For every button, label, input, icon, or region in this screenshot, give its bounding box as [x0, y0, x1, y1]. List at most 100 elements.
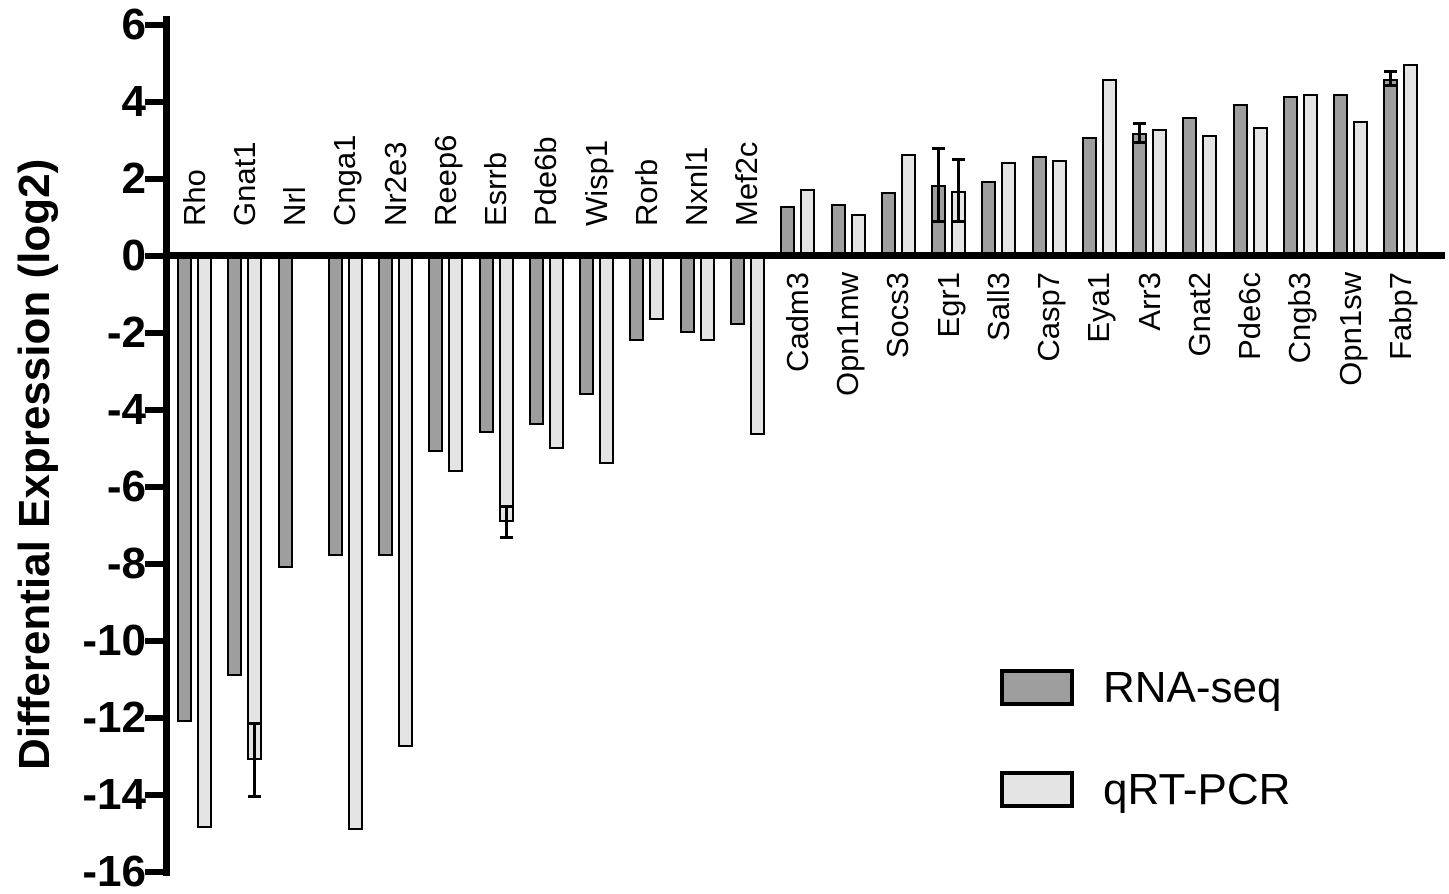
bar-qrtpcr-eya1	[1101, 78, 1117, 256]
error-bar-cap	[499, 504, 513, 508]
bar-rnaseq-mef2c	[729, 256, 745, 326]
y-axis-tick	[145, 484, 164, 490]
y-axis-tick	[145, 638, 164, 644]
bar-qrtpcr-rho	[197, 256, 212, 828]
bar-qrtpcr-cngb3	[1302, 94, 1318, 256]
bar-rnaseq-rho	[177, 256, 192, 722]
y-tick-label: -16	[82, 847, 146, 894]
error-bar-cap	[1384, 70, 1398, 74]
y-tick-label: -4	[106, 385, 146, 434]
bar-qrtpcr-wisp1	[599, 256, 615, 464]
error-bar-esrrb	[504, 506, 508, 538]
legend-label-rna-seq: RNA-seq	[1103, 663, 1282, 712]
y-axis-tick	[145, 869, 164, 875]
error-bar-arr3	[1138, 123, 1142, 143]
gene-label-wisp1: Wisp1	[578, 139, 614, 226]
y-axis-tick	[145, 330, 164, 336]
error-bar-cap	[1384, 84, 1398, 88]
y-axis-tick	[145, 715, 164, 721]
bar-rnaseq-cngb3	[1282, 96, 1298, 256]
y-tick-label: -12	[82, 693, 146, 742]
gene-label-cadm3: Cadm3	[779, 272, 815, 372]
bar-rnaseq-nr2e3	[378, 256, 394, 557]
bar-rnaseq-pde6c	[1232, 103, 1248, 256]
bar-rnaseq-sall3	[981, 180, 997, 256]
y-tick-label: 0	[121, 231, 146, 280]
legend-swatch-rna-seq	[1000, 669, 1074, 706]
y-tick-label: 4	[121, 77, 146, 126]
error-bar-cap	[248, 722, 262, 726]
y-tick-label: 2	[121, 154, 146, 203]
bar-qrtpcr-arr3	[1152, 128, 1168, 256]
gene-label-fabp7: Fabp7	[1382, 272, 1418, 360]
error-bar-cap	[1133, 140, 1147, 144]
bar-rnaseq-eya1	[1081, 136, 1097, 256]
gene-label-gnat2: Gnat2	[1181, 272, 1217, 357]
error-bar-cap	[248, 795, 262, 799]
gene-label-pde6c: Pde6c	[1232, 272, 1268, 360]
error-bar-egr1	[937, 148, 941, 222]
error-bar-fabp7	[1389, 71, 1393, 86]
gene-label-pde6b: Pde6b	[528, 136, 564, 226]
error-bar-cap	[952, 219, 966, 223]
y-axis-title: Differential Expression (log2)	[10, 158, 59, 770]
gene-label-rorb: Rorb	[628, 158, 664, 226]
legend-swatch-qrt-pcr	[1000, 771, 1074, 808]
error-bar-egr1	[957, 159, 961, 222]
bar-qrtpcr-socs3	[900, 153, 916, 256]
bar-qrtpcr-esrrb	[498, 256, 514, 522]
bar-rnaseq-arr3	[1132, 132, 1148, 256]
y-tick-label: -10	[82, 616, 146, 665]
bar-qrtpcr-cnga1	[347, 256, 363, 830]
gene-label-arr3: Arr3	[1131, 272, 1167, 331]
bar-rnaseq-nrl	[277, 256, 293, 568]
gene-label-nr2e3: Nr2e3	[377, 141, 413, 226]
bar-qrtpcr-pde6b	[548, 256, 564, 449]
gene-label-eya1: Eya1	[1081, 272, 1117, 343]
bar-qrtpcr-rorb	[649, 256, 665, 320]
gene-label-mef2c: Mef2c	[729, 141, 765, 226]
bar-rnaseq-cnga1	[327, 256, 343, 557]
y-axis-tick	[145, 407, 164, 413]
gene-label-gnat1: Gnat1	[226, 141, 262, 226]
legend-label-qrt-pcr: qRT-PCR	[1103, 765, 1291, 814]
bar-rnaseq-cadm3	[780, 205, 796, 256]
gene-label-opn1sw: Opn1sw	[1332, 272, 1368, 386]
bar-qrtpcr-fabp7	[1403, 63, 1419, 256]
gene-label-nrl: Nrl	[277, 186, 313, 226]
error-bar-cap	[1133, 121, 1147, 125]
error-bar-cap	[499, 535, 513, 539]
y-axis-tick	[145, 176, 164, 182]
bar-qrtpcr-nr2e3	[398, 256, 414, 747]
bar-rnaseq-fabp7	[1383, 78, 1399, 256]
bar-qrtpcr-sall3	[1001, 161, 1017, 256]
gene-label-socs3: Socs3	[880, 272, 916, 359]
gene-label-esrrb: Esrrb	[478, 151, 514, 226]
gene-label-casp7: Casp7	[1031, 272, 1067, 362]
bar-qrtpcr-opn1sw	[1353, 121, 1369, 256]
bar-qrtpcr-gnat2	[1202, 134, 1218, 256]
bar-qrtpcr-casp7	[1051, 159, 1067, 256]
bar-rnaseq-nxnl1	[679, 256, 695, 333]
gene-label-cnga1: Cnga1	[327, 134, 363, 226]
y-tick-label: -6	[106, 462, 146, 511]
bar-rnaseq-opn1sw	[1333, 94, 1349, 256]
bar-rnaseq-pde6b	[528, 256, 544, 426]
bar-rnaseq-opn1mw	[830, 204, 846, 256]
bar-rnaseq-reep6	[428, 256, 444, 453]
y-axis-tick	[145, 99, 164, 105]
bar-qrtpcr-gnat1	[247, 256, 263, 761]
bar-rnaseq-wisp1	[579, 256, 595, 395]
y-tick-label: -8	[106, 539, 146, 588]
gene-label-egr1: Egr1	[930, 272, 966, 338]
gene-label-rho: Rho	[176, 169, 212, 226]
y-tick-label: 6	[121, 0, 146, 49]
bar-qrtpcr-opn1mw	[850, 213, 866, 256]
gene-label-nxnl1: Nxnl1	[679, 146, 715, 226]
bar-qrtpcr-cadm3	[800, 188, 816, 256]
bar-qrtpcr-reep6	[448, 256, 464, 472]
error-bar-cap	[932, 146, 946, 150]
bar-rnaseq-esrrb	[478, 256, 494, 434]
y-tick-label: -2	[106, 308, 146, 357]
y-axis-line	[163, 16, 170, 876]
